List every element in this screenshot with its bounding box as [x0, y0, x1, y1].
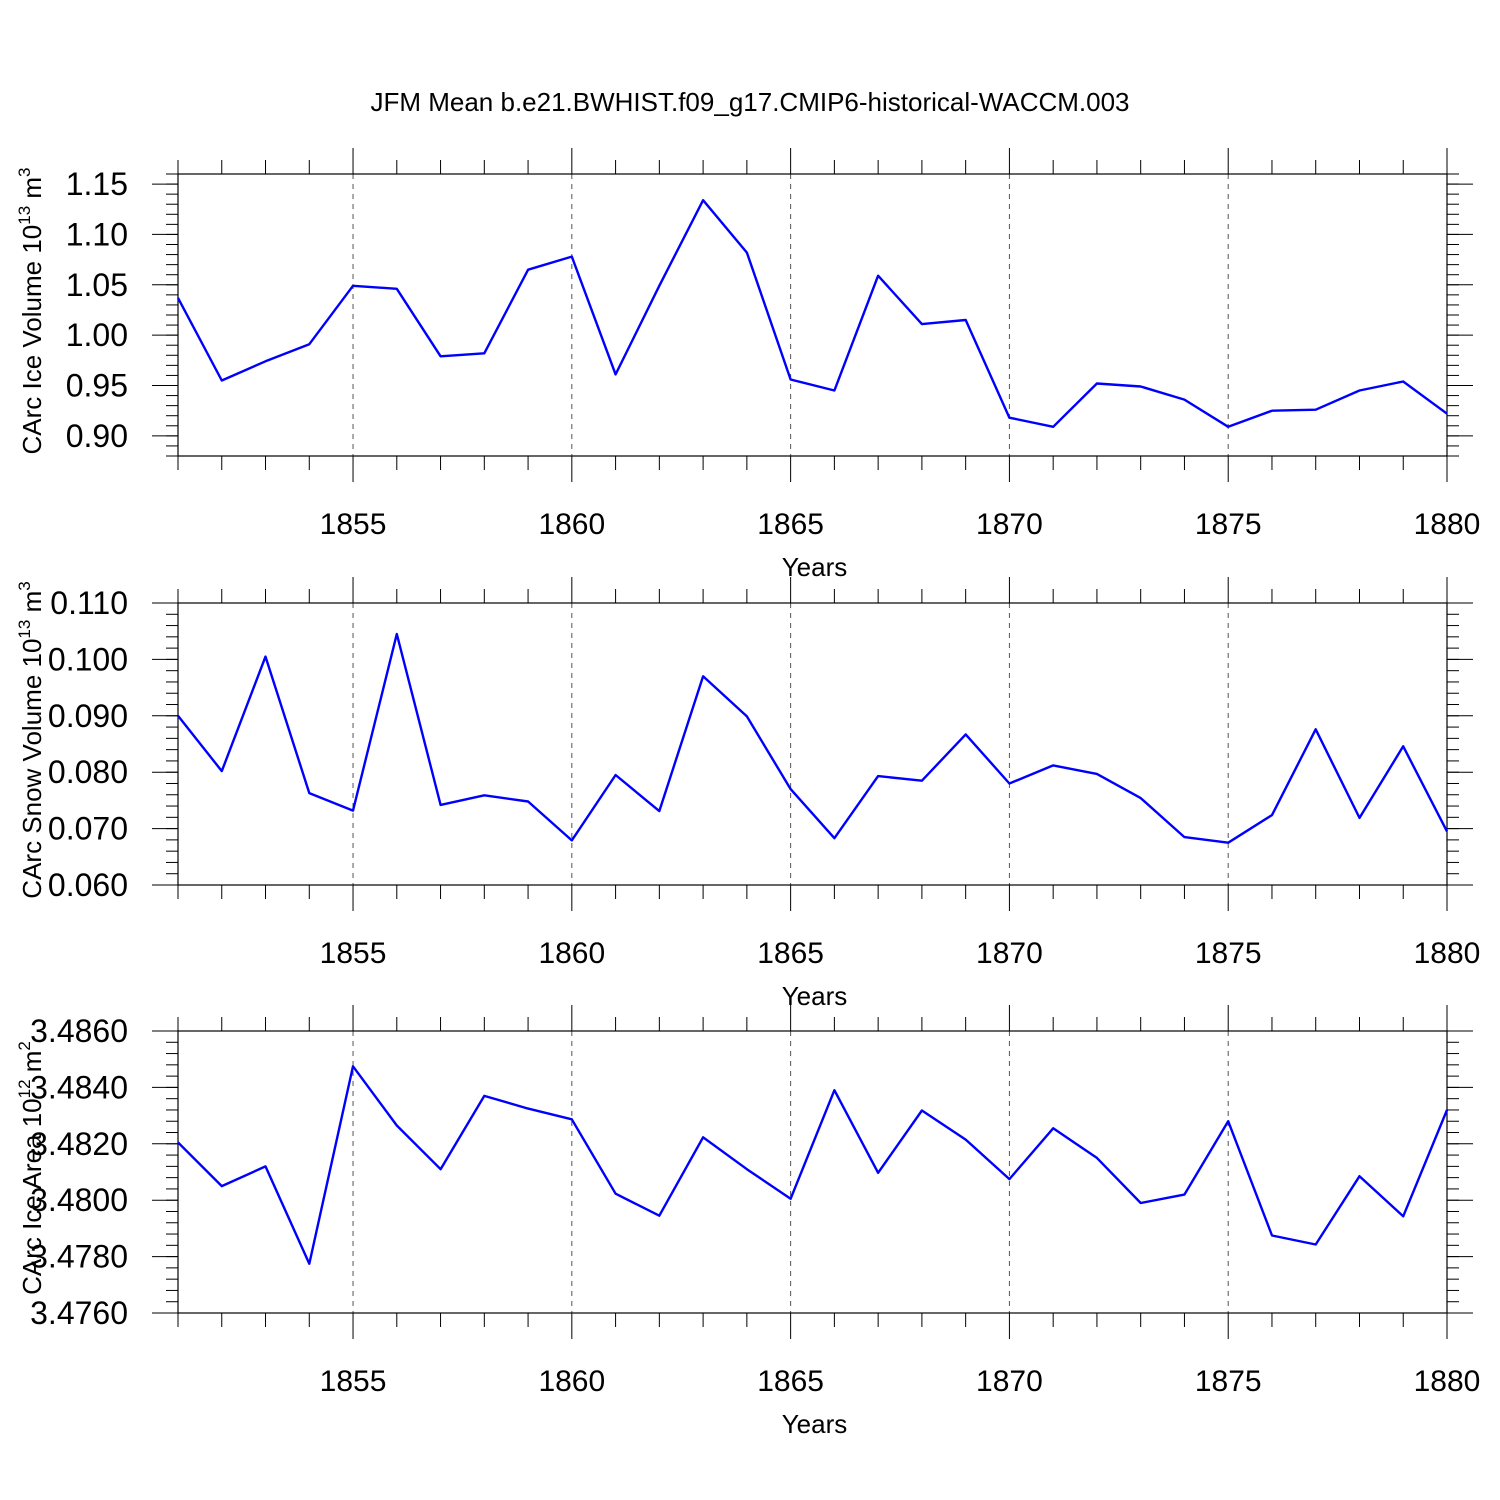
- x-tick-label: 1875: [1195, 508, 1262, 541]
- x-tick-label: 1875: [1195, 1365, 1262, 1398]
- x-tick-label: 1855: [320, 508, 387, 541]
- y-axis-title: CArc Snow Volume 1013 m3: [15, 581, 47, 898]
- y-tick-label: 1.00: [66, 317, 128, 353]
- x-tick-label: 1860: [538, 1365, 605, 1398]
- x-tick-label: 1865: [757, 508, 824, 541]
- y-tick-label: 3.4780: [30, 1239, 128, 1275]
- x-tick-label: 1880: [1414, 508, 1481, 541]
- series-line: [177, 632, 1449, 844]
- x-tick-label: 1870: [976, 508, 1043, 541]
- x-tick-label: 1880: [1414, 937, 1481, 970]
- x-tick-label: 1860: [538, 508, 605, 541]
- y-tick-label: 0.95: [66, 368, 128, 404]
- chart-panels: 0.90 0.95 1.00 1.05 1.10 1.15 1855 1860 1865 1870…: [15, 148, 1480, 1439]
- y-tick-label: 3.4860: [30, 1013, 128, 1049]
- y-tick-label: 0.90: [66, 418, 128, 454]
- y-tick-label: 3.4840: [30, 1069, 128, 1105]
- series-line: [176, 198, 1448, 428]
- x-axis-title: Years: [782, 1409, 848, 1439]
- x-tick-label: 1865: [757, 1365, 824, 1398]
- y-tick-label: 3.4800: [30, 1182, 128, 1218]
- x-tick-label: 1880: [1414, 1365, 1481, 1398]
- y-tick-label: 1.05: [66, 267, 128, 303]
- y-tick-label: 3.4820: [30, 1126, 128, 1162]
- y-tick-label: 0.100: [48, 641, 128, 677]
- chart-panel-1: 0.90 0.95 1.00 1.05 1.10 1.15 1855 1860 1865 1870…: [15, 148, 1480, 582]
- x-axis-title: Years: [782, 981, 848, 1011]
- x-axis-title: Years: [782, 552, 848, 582]
- y-tick-label: 1.10: [66, 216, 128, 252]
- y-tick-label: 3.4760: [30, 1295, 128, 1331]
- x-tick-label: 1875: [1195, 937, 1262, 970]
- plot-frame: [177, 1030, 1448, 1314]
- plot-frame: [177, 173, 1448, 457]
- y-tick-label: 0.060: [48, 867, 128, 903]
- y-tick-label: 0.110: [50, 585, 128, 621]
- figure-title: JFM Mean b.e21.BWHIST.f09_g17.CMIP6-hist…: [370, 87, 1129, 117]
- x-tick-label: 1870: [976, 1365, 1043, 1398]
- chart-panel-2: 0.060 0.070 0.080 0.090 0.100 0.110 1855 1860 18…: [15, 577, 1480, 1011]
- x-tick-label: 1855: [320, 937, 387, 970]
- y-axis-title: CArc Ice Area 1012 m2: [15, 1041, 47, 1295]
- x-tick-label: 1870: [976, 937, 1043, 970]
- y-tick-label: 1.15: [66, 166, 128, 202]
- y-tick-label: 0.070: [48, 811, 128, 847]
- chart-panel-3: 3.4760 3.4780 3.4800 3.4820 3.4840 3.4860 1855…: [15, 1005, 1480, 1439]
- y-tick-label: 0.090: [48, 698, 128, 734]
- series-line: [177, 1065, 1449, 1265]
- x-tick-label: 1865: [757, 937, 824, 970]
- x-tick-label: 1860: [538, 937, 605, 970]
- plot-frame: [177, 602, 1448, 886]
- y-tick-label: 0.080: [48, 754, 128, 790]
- y-axis-title: CArc Ice Volume 1013 m3: [15, 167, 47, 454]
- x-tick-label: 1855: [320, 1365, 387, 1398]
